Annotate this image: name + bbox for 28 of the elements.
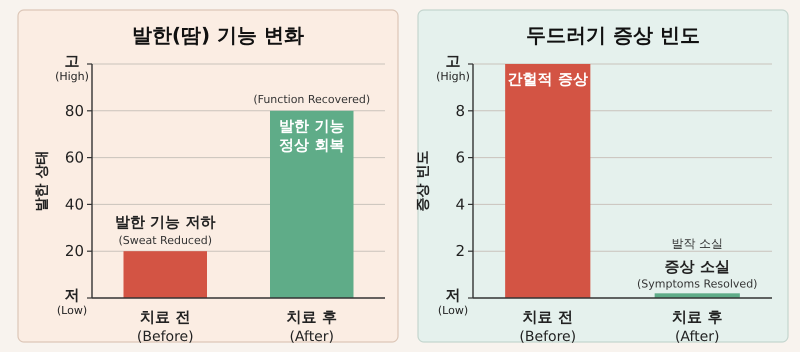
annotation: 증상 소실 [664, 257, 730, 276]
annotation: 발한 기능 정상 회복 [279, 116, 344, 154]
y-tick-label: 80 [64, 102, 84, 120]
x-tick-label: 치료 전 (Before) [136, 308, 194, 345]
y-tick-label: 4 [455, 195, 465, 214]
annotation: (Sweat Reduced) [118, 234, 212, 248]
y-tick-label: 2 [455, 242, 465, 260]
y-tick-label: 저 (Low) [438, 286, 468, 317]
x-tick-label: 치료 후 (After) [672, 308, 722, 345]
chart-title: 두드러기 증상 빈도 [526, 23, 700, 47]
annotation: 발한 기능 저하 [115, 213, 216, 232]
chart-title: 발한(땀) 기능 변화 [132, 23, 304, 47]
y-tick-label: 20 [64, 242, 84, 260]
annotation: 간헐적 증상 [508, 70, 588, 88]
annotation: (Function Recovered) [253, 92, 370, 106]
x-tick-label: 치료 후 (After) [286, 308, 337, 345]
y-axis-title: 발한 상태 [34, 150, 50, 212]
y-axis-title: 증상 빈도 [415, 150, 431, 212]
y-tick-label: 고 (High) [55, 52, 89, 83]
annotation: (Symptoms Resolved) [637, 277, 758, 290]
x-tick-label: 치료 전 (Before) [519, 308, 576, 345]
y-tick-label: 60 [64, 148, 84, 167]
y-tick-label: 40 [64, 195, 84, 214]
annotation: 발작 소실 [671, 236, 724, 250]
y-tick-label: 8 [455, 102, 465, 120]
y-tick-label: 저 (Low) [56, 286, 88, 317]
y-tick-label: 고 (High) [436, 52, 470, 83]
y-tick-label: 6 [455, 148, 465, 167]
